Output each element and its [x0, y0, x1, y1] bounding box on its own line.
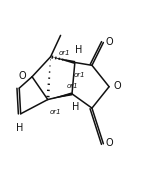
Polygon shape: [51, 57, 75, 64]
Text: O: O: [19, 71, 27, 81]
Text: or1: or1: [73, 72, 85, 78]
Text: H: H: [72, 102, 79, 112]
Polygon shape: [48, 92, 72, 100]
Text: H: H: [75, 45, 82, 55]
Text: O: O: [114, 81, 121, 91]
Text: or1: or1: [59, 50, 71, 56]
Text: or1: or1: [49, 109, 61, 115]
Text: H: H: [16, 123, 24, 133]
Text: O: O: [106, 138, 114, 148]
Text: O: O: [106, 37, 114, 47]
Text: or1: or1: [66, 83, 78, 89]
